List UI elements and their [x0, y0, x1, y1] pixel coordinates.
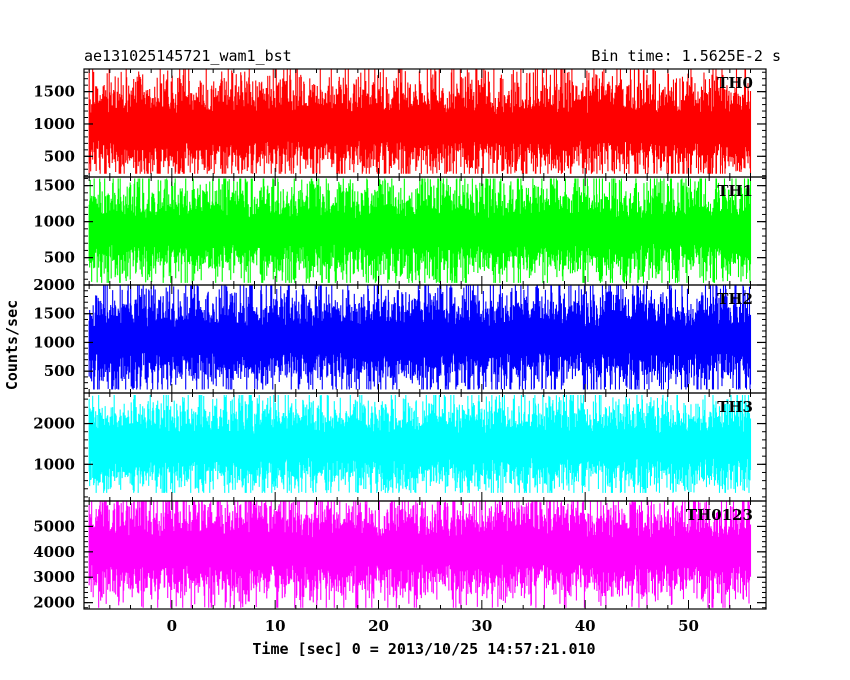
y-tick-label: 2000: [33, 594, 75, 612]
panel-th2: 500 1000 1500 2000 TH2: [33, 276, 767, 394]
y-tick-label: 1000: [33, 213, 75, 231]
chart-title-left: ae131025145721_wam1_bst: [84, 47, 292, 65]
series-th2: [88, 285, 752, 390]
y-tick-label: 2000: [33, 415, 75, 433]
x-tick-label: 30: [471, 617, 492, 635]
x-tick-label: 20: [368, 617, 389, 635]
panel-th1: 500 1000 1500 TH1: [33, 176, 767, 286]
y-tick-label: 1500: [33, 305, 75, 323]
x-tick-label: 40: [575, 617, 596, 635]
panel-th0: 500 1000 1500 TH0: [33, 68, 767, 178]
chart-title-right: Bin time: 1.5625E-2 s: [591, 47, 781, 65]
y-tick-label: 3000: [33, 568, 75, 586]
panel-label: TH0123: [686, 506, 753, 524]
series-th3: [88, 395, 752, 493]
panel-label: TH3: [717, 398, 753, 416]
series-th0: [88, 69, 752, 174]
y-tick-label: 500: [44, 249, 75, 267]
y-tick-label: 1500: [33, 83, 75, 101]
y-tick-label: 1000: [33, 115, 75, 133]
panels-group: 500 1000 1500 TH0 500 1000 1500 TH1 500 1000 1500 2…: [33, 68, 767, 612]
x-axis: 0 10 20 30 40 50: [167, 617, 699, 635]
y-tick-label: 500: [44, 147, 75, 165]
series-th0123: [88, 501, 752, 608]
y-tick-label: 1000: [33, 333, 75, 351]
panel-th3: 1000 2000 TH3: [33, 392, 767, 502]
y-axis-label: Counts/sec: [3, 300, 21, 390]
x-axis-label: Time [sec] 0 = 2013/10/25 14:57:21.010: [252, 640, 595, 658]
y-tick-label: 500: [44, 362, 75, 380]
panel-frame: [83, 500, 767, 610]
x-tick-label: 50: [678, 617, 699, 635]
x-tick-label: 0: [167, 617, 177, 635]
panel-label: TH0: [717, 74, 753, 92]
y-tick-label: 2000: [33, 276, 75, 294]
y-tick-label: 5000: [33, 517, 75, 535]
series-th1: [88, 178, 752, 283]
panel-label: TH2: [717, 290, 753, 308]
panel-th0123: 2000 3000 4000 5000 TH0123: [33, 500, 767, 612]
y-tick-label: 1500: [33, 177, 75, 195]
x-tick-label: 10: [265, 617, 286, 635]
y-tick-label: 4000: [33, 543, 75, 561]
y-tick-label: 1000: [33, 455, 75, 473]
panel-label: TH1: [717, 182, 753, 200]
